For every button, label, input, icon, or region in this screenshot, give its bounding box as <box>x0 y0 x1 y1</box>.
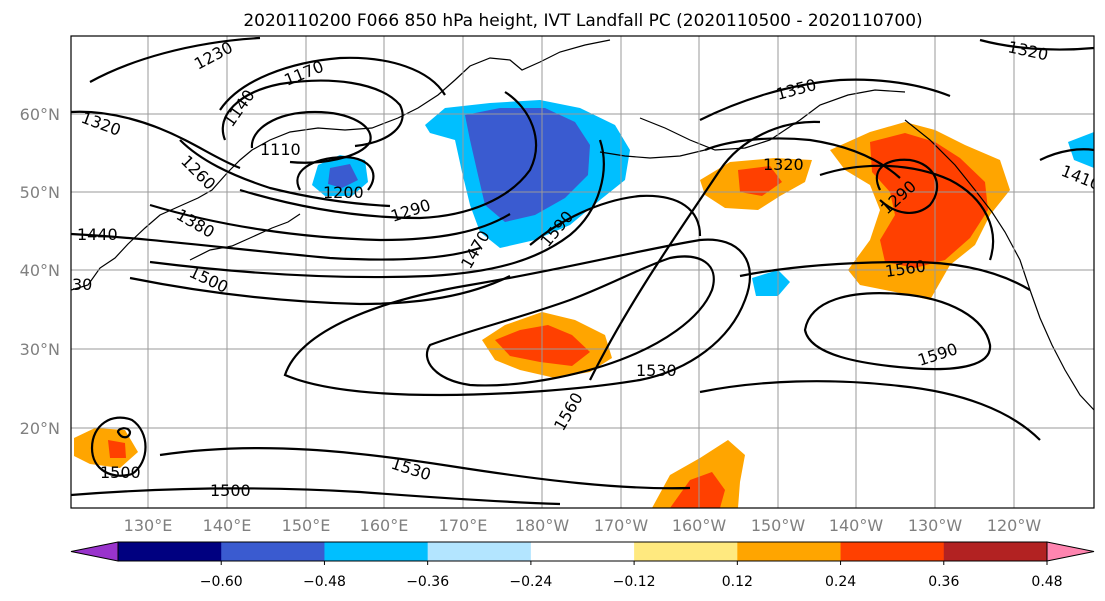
contour-label: 1500 <box>100 463 141 482</box>
colorbar-outline <box>117 541 1048 562</box>
colorbar-segment <box>324 542 429 561</box>
colorbar-segment <box>118 542 222 561</box>
coastlines <box>71 39 1094 411</box>
colorbar-tick-label: −0.60 <box>200 574 243 590</box>
colorbar-segment <box>427 542 532 561</box>
map-title: 2020110200 F066 850 hPa height, IVT Land… <box>243 11 922 31</box>
contour-1410-east <box>1039 148 1094 161</box>
contour-1350 <box>699 78 951 121</box>
contour-1320-mid <box>704 137 901 179</box>
contour-1500-south <box>71 487 561 506</box>
contour-1380 <box>149 203 511 242</box>
aleutian-chain <box>599 149 706 159</box>
contour-1590-east <box>803 292 992 371</box>
positive-ivt-core-hawaii <box>670 472 725 508</box>
colorbar-tick-label: 0.24 <box>825 574 856 590</box>
contour-1290 <box>239 91 538 220</box>
colorbar <box>70 541 1095 562</box>
contour-label: 1440 <box>77 225 118 244</box>
contour-label: 1500 <box>210 481 251 500</box>
colorbar-tick-label: −0.12 <box>613 574 656 590</box>
longitude-label: 170°E <box>439 516 488 535</box>
contour-label: 30 <box>72 275 92 294</box>
contour-1590 <box>529 194 702 246</box>
contour-1560 <box>425 255 715 387</box>
colorbar-segment <box>530 542 635 561</box>
negative-ivt-region-small <box>752 270 790 296</box>
longitude-label: 180°W <box>515 516 570 535</box>
colorbar-segment <box>840 542 945 561</box>
latitude-label: 50°N <box>20 183 60 202</box>
map-frame <box>70 35 1095 509</box>
contour-1140 <box>221 79 404 148</box>
coastline-alaska-south <box>639 89 906 151</box>
contour-1440 <box>71 232 481 261</box>
negative-ivt-core-sea-of-japan <box>328 164 358 188</box>
contour-1260 <box>179 139 391 208</box>
colorbar-tick-label: −0.48 <box>303 574 346 590</box>
contour-tc-inner <box>116 427 132 439</box>
contour-1560-long <box>589 120 821 381</box>
colorbar-extend-high <box>1046 541 1095 562</box>
contour-1170 <box>219 56 446 111</box>
contour-label: 1320 <box>763 155 804 174</box>
contour-1110 <box>250 110 372 164</box>
longitude-label: 160°E <box>360 516 409 535</box>
colorbar-tick-labels: −0.60 −0.48 −0.36 −0.24 −0.12 0.12 0.24 0.36 0.4… <box>200 561 1063 590</box>
graticule <box>71 36 1094 508</box>
longitude-label: 130°W <box>908 516 963 535</box>
longitude-label: 120°W <box>987 516 1042 535</box>
colorbar-segment <box>221 542 325 561</box>
colorbar-segment <box>634 542 738 561</box>
longitude-label: 150°W <box>751 516 806 535</box>
coastline-north-america-west <box>904 119 1094 411</box>
latitude-label: 60°N <box>20 105 60 124</box>
latitude-label: 30°N <box>20 340 60 359</box>
colorbar-tick-label: −0.24 <box>509 574 552 590</box>
contour-1500-tc <box>90 416 147 477</box>
contour-label: 1110 <box>260 140 301 159</box>
height-contours <box>71 36 1094 506</box>
contour-1500-west <box>129 275 511 306</box>
colorbar-tick-label: 0.48 <box>1031 574 1062 590</box>
contour-1530-east <box>699 380 1041 441</box>
longitude-label: 140°E <box>203 516 252 535</box>
contour-1230 <box>89 36 261 83</box>
longitude-label: 160°W <box>672 516 727 535</box>
contour-1200 <box>296 155 375 191</box>
colorbar-extend-low <box>70 541 119 562</box>
contour-1320-west <box>71 110 241 170</box>
latitude-label: 40°N <box>20 261 60 280</box>
contour-high-east <box>819 164 995 261</box>
contour-1530-ring <box>283 238 751 397</box>
longitude-label: 140°W <box>829 516 884 535</box>
contour-1530-south <box>159 446 691 490</box>
contour-1470 <box>149 139 605 279</box>
longitude-label: 150°E <box>282 516 331 535</box>
contour-1560-east <box>739 260 1031 291</box>
colorbar-tick-label: 0.36 <box>928 574 959 590</box>
map-area: 1230 1170 1140 1320 1110 1260 1200 1380 … <box>71 36 1094 508</box>
colorbar-segment <box>737 542 842 561</box>
colorbar-tick-label: −0.36 <box>406 574 449 590</box>
colorbar-tick-label: 0.12 <box>722 574 753 590</box>
coastline-asia-east <box>71 39 611 291</box>
coastline-japan <box>189 213 301 261</box>
longitude-label: 170°W <box>594 516 649 535</box>
positive-ivt-core-gulf-of-alaska <box>738 166 782 196</box>
longitude-label: 130°E <box>124 516 173 535</box>
positive-ivt-core-west <box>108 440 126 458</box>
longitude-labels: 130°E 140°E 150°E 160°E 170°E 180°W 170°W 160°W… <box>124 516 1042 535</box>
strong-negative-ivt-core <box>465 108 590 222</box>
contour-label: 1200 <box>323 183 364 202</box>
colorbar-segment <box>943 542 1048 561</box>
contour-1320-east <box>979 38 1094 51</box>
latitude-labels: 60°N 50°N 40°N 30°N 20°N <box>20 105 60 438</box>
contour-label: 1530 <box>636 361 677 380</box>
latitude-label: 20°N <box>20 419 60 438</box>
